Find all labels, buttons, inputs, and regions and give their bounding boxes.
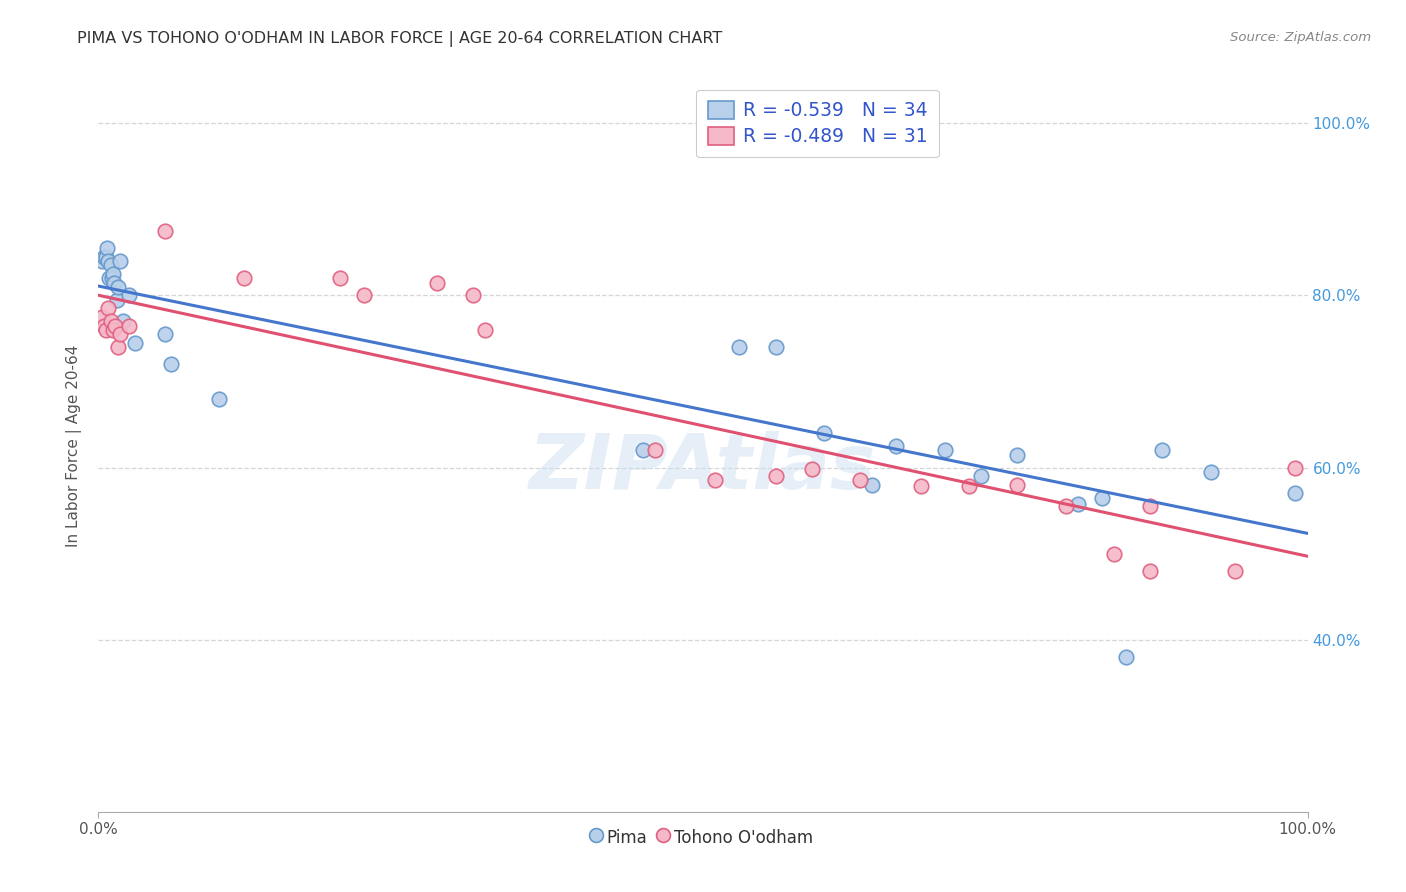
Point [100,271,122,285]
Point [101,323,124,337]
Point [107,340,129,354]
Point [1284,486,1306,500]
Point [474,323,496,337]
Point [1199,465,1222,479]
Point [1139,500,1161,514]
Point [153,327,176,342]
Point [91,310,114,324]
Point [1007,448,1029,462]
Point [800,462,823,476]
Point [93,318,115,333]
Point [108,254,131,268]
Point [957,479,980,493]
Point [970,469,993,483]
Point [153,224,176,238]
Point [934,443,956,458]
Point [353,288,375,302]
Point [1139,564,1161,578]
Point [1102,547,1125,561]
Point [1054,500,1077,514]
Point [93,250,115,264]
Point [100,258,122,272]
Point [329,271,352,285]
Point [107,280,129,294]
Point [1115,649,1137,664]
Point [1007,477,1029,491]
Point [886,439,908,453]
Point [111,314,134,328]
Point [208,392,231,406]
Point [631,443,654,458]
Point [1284,460,1306,475]
Point [124,335,146,350]
Point [94,323,117,337]
Point [463,288,485,302]
Legend: Pima, Tohono O'odham: Pima, Tohono O'odham [586,821,820,855]
Point [160,357,183,371]
Point [728,340,751,354]
Point [105,293,128,307]
Point [94,250,117,264]
Text: PIMA VS TOHONO O'ODHAM IN LABOR FORCE | AGE 20-64 CORRELATION CHART: PIMA VS TOHONO O'ODHAM IN LABOR FORCE | … [77,31,723,47]
Point [1067,497,1090,511]
Point [813,426,835,441]
Point [108,327,131,342]
Point [118,318,141,333]
Point [1152,443,1174,458]
Point [910,479,932,493]
Point [1223,564,1246,578]
Point [104,318,127,333]
Point [98,271,121,285]
Point [103,276,125,290]
Point [96,241,118,255]
Text: Source: ZipAtlas.com: Source: ZipAtlas.com [1230,31,1371,45]
Point [97,301,120,316]
Y-axis label: In Labor Force | Age 20-64: In Labor Force | Age 20-64 [66,345,83,547]
Text: ZIPAtlas: ZIPAtlas [529,431,877,505]
Point [704,474,727,488]
Point [765,469,787,483]
Point [1091,491,1114,505]
Point [91,254,114,268]
Point [644,443,666,458]
Point [860,477,883,491]
Point [426,276,449,290]
Point [118,288,141,302]
Point [97,254,120,268]
Point [849,474,872,488]
Point [101,267,124,281]
Point [232,271,254,285]
Point [100,314,122,328]
Point [765,340,787,354]
